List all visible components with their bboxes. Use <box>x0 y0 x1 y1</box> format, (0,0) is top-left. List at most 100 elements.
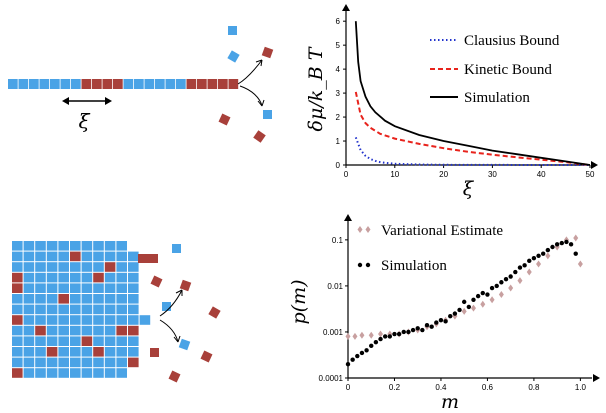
data-point-simulation <box>573 251 578 256</box>
lattice-blue-site <box>93 283 104 293</box>
data-point-simulation <box>369 343 374 349</box>
free-blue-monomer <box>172 244 181 253</box>
red-monomer <box>102 79 113 89</box>
lattice-blue-site <box>46 283 58 293</box>
lattice-blue-site <box>35 336 46 346</box>
lattice-blue-site <box>104 357 116 368</box>
lattice-blue-site <box>58 272 69 283</box>
lattice-blue-site <box>46 315 58 325</box>
lattice-blue-site <box>58 251 69 262</box>
data-point-simulation <box>545 247 551 253</box>
y-tick-label: 3 <box>336 89 341 98</box>
data-point-simulation <box>568 242 574 247</box>
y-tick-label: 6 <box>336 17 341 26</box>
data-point-simulation <box>392 331 397 337</box>
lattice-blue-site <box>70 368 81 378</box>
y-tick-label: 4 <box>336 65 341 74</box>
x-tick-label: 0.6 <box>482 383 494 392</box>
legend-label: Kinetic Bound <box>464 62 552 78</box>
free-red-monomer <box>261 46 274 59</box>
lattice-blue-site <box>104 368 116 378</box>
data-point-simulation <box>564 239 569 245</box>
free-blue-monomer <box>263 110 272 119</box>
blue-monomer <box>39 79 50 89</box>
lattice-blue-site <box>93 241 104 251</box>
lattice-blue-site <box>104 325 116 336</box>
y-tick-label: 0.001 <box>323 328 344 337</box>
lattice-blue-site <box>46 294 58 304</box>
data-point-simulation <box>448 313 453 319</box>
lattice-blue-site <box>128 315 139 325</box>
legend-swatch <box>357 226 371 233</box>
free-red-monomer <box>218 113 231 126</box>
data-point-simulation <box>415 326 420 331</box>
data-point-simulation <box>420 327 425 333</box>
lattice-blue-site <box>81 325 93 336</box>
legend-label: Simulation <box>381 258 447 274</box>
blue-monomer <box>8 79 18 89</box>
lattice-red-site <box>138 254 158 263</box>
lattice-blue-site <box>116 368 127 378</box>
x-tick-label: 50 <box>586 170 595 179</box>
x-tick-label: 1.0 <box>575 383 587 392</box>
lattice-blue-site <box>23 283 35 293</box>
lattice-blue-site <box>23 262 35 272</box>
lattice-blue-site <box>116 262 127 272</box>
free-red-monomer <box>253 130 266 143</box>
lattice-blue-site <box>104 294 116 304</box>
lattice-blue-site <box>116 294 127 304</box>
lattice-blue-site <box>128 251 139 262</box>
lattice-blue-site <box>139 315 151 325</box>
free-blue-monomer <box>227 50 240 63</box>
lattice-blue-site <box>116 315 127 325</box>
lattice-blue-site <box>93 262 104 272</box>
x-tick-label: 30 <box>488 170 497 179</box>
lattice-red-site <box>116 325 127 336</box>
data-point-simulation <box>541 251 546 256</box>
exchange-arrows-top <box>237 59 265 107</box>
data-point-simulation <box>466 304 472 310</box>
x-tick-label: 10 <box>390 170 399 179</box>
lattice-blue-site <box>93 304 104 315</box>
lattice-blue-site <box>70 357 81 368</box>
lattice-blue-site <box>116 357 127 368</box>
lattice-red-site <box>70 251 81 262</box>
lattice-blue-site <box>70 272 81 283</box>
lattice-blue-site <box>128 294 139 304</box>
data-point-simulation <box>452 311 458 316</box>
red-monomer <box>92 79 102 89</box>
lattice-blue-site <box>35 251 46 262</box>
lattice-blue-site <box>93 251 104 262</box>
y-tick-label: 0.0001 <box>319 374 344 383</box>
lattice-blue-site <box>23 251 35 262</box>
data-point-simulation <box>550 244 555 250</box>
data-point-variational <box>352 332 358 340</box>
free-blue-monomer <box>178 338 191 351</box>
lattice-blue-site <box>104 347 116 357</box>
lattice-blue-site <box>58 304 69 315</box>
data-point-variational <box>461 307 467 315</box>
lattice-blue-site <box>93 294 104 304</box>
data-point-variational <box>368 331 374 339</box>
data-point-simulation <box>494 283 499 289</box>
x-tick-label: 0.4 <box>435 383 447 392</box>
lattice-blue-site <box>12 304 23 315</box>
lattice-blue-site <box>35 283 46 293</box>
blue-monomer <box>165 79 176 89</box>
legend-swatch <box>357 262 363 268</box>
red-monomer <box>207 79 218 89</box>
lattice-red-site <box>81 336 93 346</box>
y-axis-label: δμ/k_B T <box>305 46 327 131</box>
lattice-red-site <box>104 262 116 272</box>
lattice-blue-site <box>93 315 104 325</box>
lattice-blue-site <box>104 251 116 262</box>
data-point-simulation <box>461 299 467 305</box>
data-point-simulation <box>387 334 393 339</box>
lattice-blue-site <box>93 357 104 368</box>
lattice-blue-site <box>23 294 35 304</box>
data-point-simulation <box>457 307 462 313</box>
lattice-blue-site <box>12 241 23 251</box>
x-tick-label: 0 <box>344 170 349 179</box>
lattice-red-site <box>58 294 69 304</box>
